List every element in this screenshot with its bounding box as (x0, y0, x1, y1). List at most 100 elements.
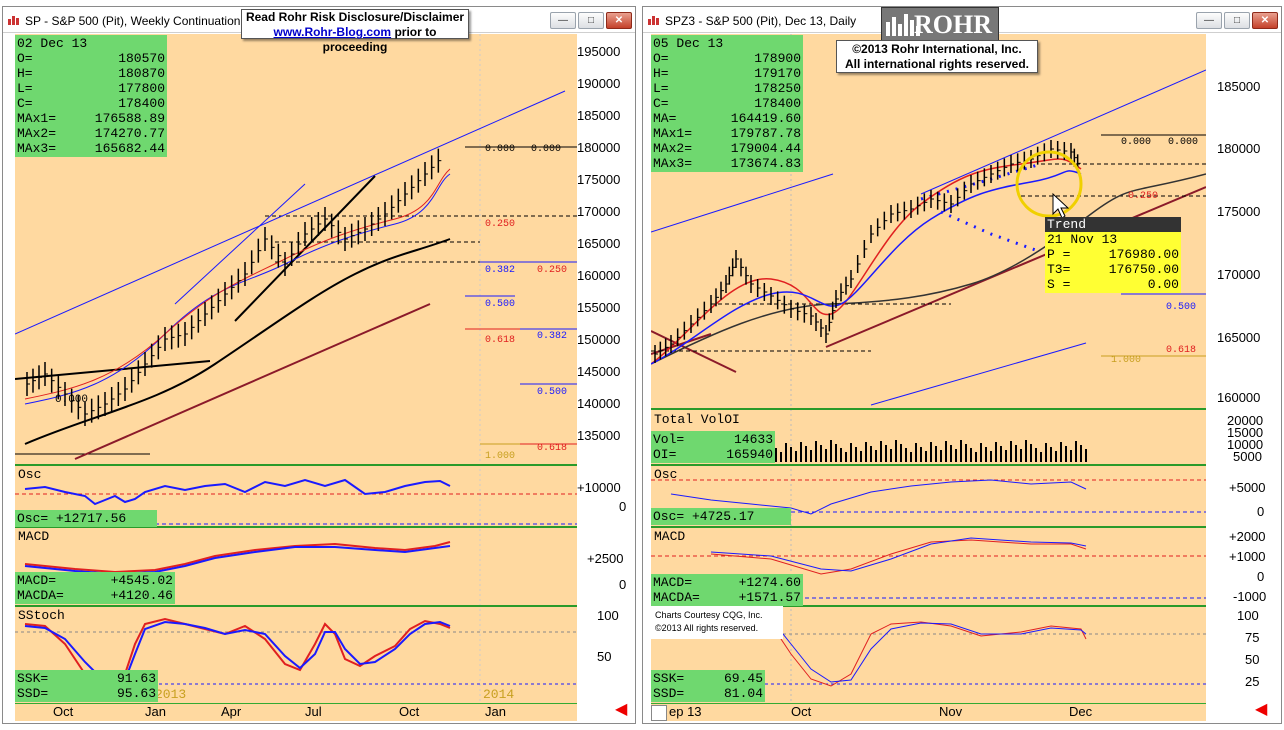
maximize-button[interactable]: □ (578, 12, 604, 29)
macd-tick: +2500 (587, 551, 624, 566)
ohlc-label: H= (17, 66, 33, 81)
ohlc-value: 179004.44 (730, 141, 801, 156)
right-window-title: SPZ3 - S&P 500 (Pit), Dec 13, Daily (665, 14, 857, 28)
price-tick: 165000 (1217, 330, 1261, 345)
price-tick: 180000 (577, 140, 621, 155)
left-time-axis[interactable]: Oct Jan Apr Jul Oct Jan (15, 703, 577, 721)
chart-app-icon (8, 16, 19, 25)
courtesy-notice: Charts Courtesy CQG, Inc. ©2013 All righ… (651, 606, 783, 639)
rohr-logo: ROHR (881, 7, 999, 41)
fib-label: 0.382 (485, 265, 515, 276)
fib-label: 0.382 (537, 331, 567, 342)
fib-label: 0.618 (537, 443, 567, 454)
ohlc-row: L= 178250 (653, 81, 801, 96)
fib-label: 0.250 (537, 265, 567, 276)
fibonacci-levels (15, 146, 577, 455)
uptrend-line (825, 186, 1206, 348)
fib-label: 1.000 (1111, 355, 1141, 366)
ohlc-label: L= (653, 81, 669, 96)
ma2-line (651, 170, 1082, 365)
macd-panel-label: MACD (18, 529, 49, 544)
ohlc-value: 177800 (118, 81, 165, 96)
scroll-right-arrow-icon[interactable]: ◀ (1255, 701, 1268, 718)
ohlc-label: O= (653, 51, 669, 66)
ohlc-value: 178900 (754, 51, 801, 66)
ohlc-value: 180570 (118, 51, 165, 66)
sstoch-tick: 75 (1245, 630, 1260, 645)
left-chart-window[interactable]: SP - S&P 500 (Pit), Weekly Continuation … (2, 6, 636, 724)
year-label: 2013 (155, 687, 186, 702)
minimize-button[interactable]: — (1196, 12, 1222, 29)
ohlc-row: 05 Dec 13 (653, 36, 801, 51)
price-tick: 195000 (577, 44, 621, 59)
sstoch-tick: 50 (597, 649, 612, 664)
macd-tick: +1000 (1229, 549, 1266, 564)
osc-tick: +5000 (1229, 480, 1266, 495)
ma3-line (24, 238, 451, 445)
ohlc-row: MAx1= 176588.89 (17, 111, 165, 126)
osc-tick: 0 (1257, 504, 1265, 519)
price-tick: 190000 (577, 76, 621, 91)
disclaimer-notice: Read Rohr Risk Disclosure/Disclaimer www… (241, 9, 469, 54)
price-tick: 175000 (1217, 204, 1261, 219)
sstoch-tick: 100 (597, 608, 619, 623)
ma2-line (24, 168, 451, 400)
fib-label: 0.000 (1168, 137, 1198, 148)
macda-line (710, 537, 1087, 572)
volume-tick: 10000 (1227, 437, 1264, 452)
volume-bars (770, 440, 1087, 462)
price-tick: 180000 (1217, 141, 1261, 156)
ohlc-value: 178400 (754, 96, 801, 111)
time-tick: Oct (399, 704, 420, 719)
right-price-scale[interactable]: 185000 180000 175000 170000 165000 16000… (1207, 34, 1279, 704)
maximize-button[interactable]: □ (1224, 12, 1250, 29)
upper-channel-line (920, 69, 1206, 195)
macd-tick: +2000 (1229, 529, 1266, 544)
close-button[interactable]: ✕ (1252, 12, 1278, 29)
rohr-blog-link[interactable]: www.Rohr-Blog.com (273, 25, 392, 39)
ohlc-label: 05 Dec 13 (653, 36, 724, 51)
fib-label: 0.618 (485, 335, 515, 346)
volume-panel-label: Total VolOI (654, 412, 740, 427)
macd-line (710, 539, 1087, 575)
time-tick: ep 13 (669, 704, 702, 719)
price-tick: 140000 (577, 396, 621, 411)
time-tick: Jan (485, 704, 506, 719)
price-tick: 145000 (577, 364, 621, 379)
ohlc-row: O= 180570 (17, 51, 165, 66)
ohlc-row: MAx2= 179004.44 (653, 141, 801, 156)
right-chart-window[interactable]: SPZ3 - S&P 500 (Pit), Dec 13, Daily — □ … (642, 6, 1282, 724)
ohlc-label: L= (17, 81, 33, 96)
left-price-scale[interactable]: 195000 190000 185000 180000 175000 17000… (577, 34, 635, 704)
sstoch-tick: 50 (1245, 652, 1260, 667)
ohlc-row: MAx1= 179787.78 (653, 126, 801, 141)
price-tick: 185000 (1217, 79, 1261, 94)
time-axis-handle[interactable] (651, 705, 667, 721)
ohlc-label: MAx1= (653, 126, 693, 141)
ohlc-row: C= 178400 (17, 96, 165, 111)
ohlc-row: MAx3= 165682.44 (17, 141, 165, 156)
minimize-button[interactable]: — (550, 12, 576, 29)
left-window-title: SP - S&P 500 (Pit), Weekly Continuation (25, 14, 241, 28)
left-osc-value: Osc= +12717.56 (15, 510, 157, 527)
ma1-line (24, 173, 451, 405)
right-time-axis[interactable]: ep 13 Oct Nov Dec (651, 703, 1206, 721)
lower-trend-line (74, 303, 431, 460)
price-tick: 170000 (1217, 267, 1261, 282)
ohlc-label: MAx3= (653, 156, 693, 171)
ohlc-row: H= 180870 (17, 66, 165, 81)
left-macd-values: MACD= +4545.02 MACDA= +4120.46 (15, 572, 175, 604)
macd-panel-label: MACD (654, 529, 685, 544)
ohlc-label: C= (653, 96, 669, 111)
ohlc-label: C= (17, 96, 33, 111)
price-tick: 170000 (577, 204, 621, 219)
fib-label: 0.500 (537, 387, 567, 398)
ohlc-value: 176588.89 (94, 111, 165, 126)
ohlc-label: MAx1= (17, 111, 57, 126)
time-tick: Jul (305, 704, 322, 719)
time-tick: Dec (1069, 704, 1093, 719)
support-line (15, 360, 211, 380)
macd-tick: -1000 (1233, 589, 1267, 604)
scroll-right-arrow-icon[interactable]: ◀ (615, 701, 628, 718)
close-button[interactable]: ✕ (606, 12, 632, 29)
